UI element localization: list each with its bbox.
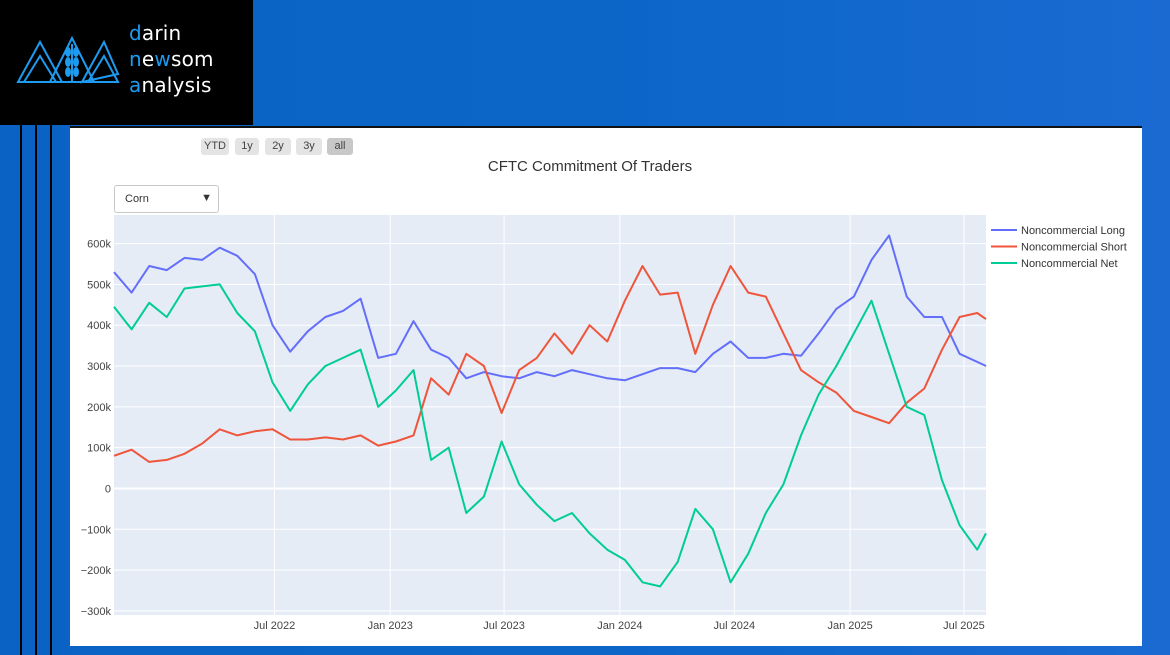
y-tick-label: −100k xyxy=(81,524,112,536)
y-tick-label: 400k xyxy=(87,320,111,332)
y-tick-label: 0 xyxy=(105,483,111,495)
legend-label: Noncommercial Long xyxy=(1021,225,1125,237)
range-button-all[interactable]: all xyxy=(327,138,353,155)
legend-label: Noncommercial Short xyxy=(1021,242,1127,254)
range-button-1y[interactable]: 1y xyxy=(235,138,259,155)
commodity-dropdown[interactable]: Corn ▼ xyxy=(114,185,219,213)
range-button-2y[interactable]: 2y xyxy=(265,138,291,155)
legend-item[interactable]: Noncommercial Short xyxy=(991,242,1127,254)
mountain-wheat-logo-icon xyxy=(16,35,120,84)
y-tick-label: 100k xyxy=(87,443,111,455)
x-tick-label: Jul 2022 xyxy=(254,620,296,632)
x-tick-label: Jul 2024 xyxy=(714,620,756,632)
legend-item[interactable]: Noncommercial Long xyxy=(991,225,1125,237)
logo-panel: darin newsom analysis xyxy=(0,0,253,125)
x-tick-label: Jul 2023 xyxy=(483,620,525,632)
caret-down-icon: ▼ xyxy=(201,192,212,204)
decorative-side-lines xyxy=(20,125,52,655)
x-tick-label: Jan 2023 xyxy=(368,620,413,632)
y-tick-label: 200k xyxy=(87,402,111,414)
series-line-noncommercial-long[interactable] xyxy=(113,234,987,382)
y-tick-label: −300k xyxy=(81,606,112,618)
x-tick-label: Jan 2024 xyxy=(597,620,642,632)
dropdown-selected-value: Corn xyxy=(125,193,149,205)
y-tick-label: 600k xyxy=(87,239,111,251)
y-tick-label: 300k xyxy=(87,361,111,373)
series-line-noncommercial-net[interactable] xyxy=(113,283,987,588)
legend-item[interactable]: Noncommercial Net xyxy=(991,258,1118,270)
legend-label: Noncommercial Net xyxy=(1021,258,1118,270)
plot-area xyxy=(114,215,986,615)
y-tick-label: 500k xyxy=(87,279,111,291)
logo-wordmark: darin newsom analysis xyxy=(129,21,214,97)
x-tick-label: Jan 2025 xyxy=(827,620,872,632)
y-tick-label: −200k xyxy=(81,565,112,577)
chart-title: CFTC Commitment Of Traders xyxy=(487,158,693,175)
range-button-ytd[interactable]: YTD xyxy=(201,138,229,155)
series-line-noncommercial-short[interactable] xyxy=(113,265,987,463)
x-tick-label: Jul 2025 xyxy=(943,620,985,632)
range-button-3y[interactable]: 3y xyxy=(296,138,322,155)
